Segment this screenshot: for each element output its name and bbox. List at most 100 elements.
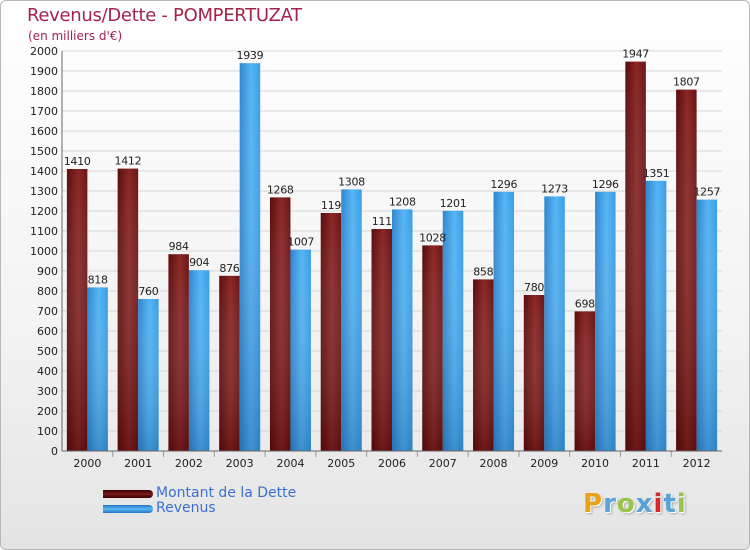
bar-revenus-shade (290, 249, 311, 451)
x-tick-label: 2012 (683, 457, 711, 470)
bar-revenus-shade (442, 210, 464, 451)
bar-dette-shade (422, 245, 443, 451)
y-tick-label: 600 (37, 325, 58, 338)
value-label: 1257 (693, 186, 720, 199)
x-tick-label: 2009 (530, 457, 558, 470)
bar-revenus-shade (188, 270, 210, 451)
value-label: 1947 (622, 48, 649, 61)
value-label: 876 (219, 262, 239, 275)
value-label: 1410 (64, 155, 91, 168)
x-tick-label: 2011 (632, 457, 660, 470)
y-tick-label: 800 (37, 285, 58, 298)
bar-revenus-shade (493, 191, 515, 452)
bar-revenus-shade (239, 63, 261, 451)
y-tick-label: 1300 (30, 185, 58, 198)
y-tick-label: 500 (37, 345, 58, 358)
value-label: 1201 (440, 197, 467, 210)
y-tick-label: 1000 (30, 245, 58, 258)
value-label: 1273 (541, 182, 568, 195)
x-tick-label: 2007 (429, 457, 457, 470)
value-label: 760 (138, 285, 158, 298)
logo-letter: t (663, 489, 677, 519)
bar-dette-shade (676, 89, 697, 451)
logo-letter: r (603, 489, 617, 519)
bar-revenus-shade (392, 209, 413, 451)
y-tick-label: 200 (37, 405, 58, 418)
x-tick-label: 2008 (480, 457, 508, 470)
legend-swatch-revenus (103, 505, 153, 513)
bar-revenus-shade (87, 287, 108, 451)
value-label: 698 (575, 297, 595, 310)
x-tick-label: 2006 (378, 457, 406, 470)
x-tick-label: 2000 (73, 457, 101, 470)
x-tick-label: 2002 (175, 457, 203, 470)
y-tick-label: 900 (37, 265, 58, 278)
value-label: 1412 (115, 155, 142, 168)
y-tick-label: 0 (51, 445, 58, 458)
value-label: 1007 (287, 236, 314, 249)
legend-label-revenus: Revenus (156, 500, 216, 516)
y-tick-label: 300 (37, 385, 58, 398)
legend-swatch-debt (103, 490, 153, 498)
bar-dette-shade (168, 254, 189, 451)
bar-dette-shade (523, 295, 545, 451)
bar-dette-shade (473, 279, 494, 451)
bar-revenus-shade (595, 191, 616, 452)
value-label: 1296 (490, 178, 517, 191)
value-label: 1028 (419, 231, 446, 244)
value-label: 818 (88, 273, 108, 286)
bar-revenus-shade (696, 199, 718, 451)
value-label: 1208 (389, 195, 416, 208)
y-tick-label: 700 (37, 305, 58, 318)
logo-letter: o (616, 489, 636, 519)
y-tick-label: 400 (37, 365, 58, 378)
chart-subtitle: (en milliers d'€) (28, 29, 123, 43)
value-label: 1268 (267, 183, 294, 196)
y-tick-label: 1700 (30, 105, 58, 118)
x-tick-label: 2004 (276, 457, 304, 470)
y-tick-label: 2000 (30, 45, 58, 58)
bar-dette-shade (625, 61, 646, 451)
bar-revenus-shade (544, 196, 565, 451)
y-tick-label: 100 (37, 425, 58, 438)
y-tick-label: 1900 (30, 65, 58, 78)
value-label: 984 (169, 240, 189, 253)
y-tick-label: 1200 (30, 205, 58, 218)
x-tick-label: 2010 (581, 457, 609, 470)
chart-title: Revenus/Dette - POMPERTUZAT (27, 5, 302, 26)
bar-revenus-shade (138, 299, 159, 451)
x-tick-label: 2001 (124, 457, 152, 470)
logo-letter: P (583, 489, 604, 519)
value-label: 904 (189, 256, 209, 269)
y-tick-label: 1600 (30, 125, 58, 138)
y-tick-label: 1800 (30, 85, 58, 98)
value-label: 1308 (338, 175, 365, 188)
bar-revenus-shade (645, 180, 667, 452)
value-label: 858 (473, 265, 493, 278)
bar-dette-shade (66, 169, 88, 451)
y-tick-label: 1400 (30, 165, 58, 178)
bar-dette-shade (574, 311, 596, 451)
value-label: 119 (321, 199, 341, 212)
bar-dette-shade (320, 213, 342, 451)
value-label: 1807 (673, 76, 700, 89)
bar-dette-shade (219, 275, 240, 451)
bar-revenus-shade (341, 189, 362, 451)
x-tick-label: 2005 (327, 457, 355, 470)
x-tick-label: 2003 (226, 457, 254, 470)
logo-letter: i (676, 489, 687, 519)
bar-dette-shade (269, 197, 291, 451)
value-label: 1296 (592, 178, 619, 191)
bar-dette-shade (117, 168, 139, 451)
y-tick-label: 1100 (30, 225, 58, 238)
value-label: 111 (372, 215, 392, 228)
proxiti-logo: Proxiti (583, 489, 687, 519)
value-label: 1351 (643, 167, 670, 180)
y-tick-label: 1500 (30, 145, 58, 158)
value-label: 780 (524, 281, 544, 294)
value-label: 1939 (237, 49, 264, 62)
logo-letter: i (653, 489, 664, 519)
logo-letter: x (635, 489, 654, 519)
